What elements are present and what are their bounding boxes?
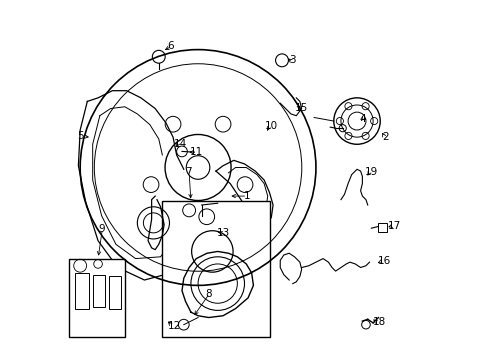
Text: 19: 19 [365,167,378,177]
Text: 11: 11 [190,147,203,157]
Bar [108,276,121,309]
Text: 16: 16 [377,256,390,266]
Text: 1: 1 [244,191,250,201]
Text: 15: 15 [295,103,308,113]
Text: 3: 3 [288,55,295,65]
Bar [378,223,386,232]
Bar [69,258,124,337]
Text: 5: 5 [77,131,84,141]
Bar [162,202,269,337]
Text: 10: 10 [264,121,278,131]
Text: 7: 7 [184,167,191,177]
Text: 2: 2 [381,132,388,142]
Text: 4: 4 [359,113,366,123]
Text: 6: 6 [167,41,174,51]
Text: 13: 13 [216,228,229,238]
Bar [75,273,89,309]
Text: 8: 8 [205,289,211,298]
Text: 18: 18 [372,317,385,327]
Text: 17: 17 [387,221,401,231]
Bar [93,275,105,307]
Text: 14: 14 [173,139,186,149]
Text: 9: 9 [98,224,104,234]
Text: 12: 12 [167,321,181,331]
